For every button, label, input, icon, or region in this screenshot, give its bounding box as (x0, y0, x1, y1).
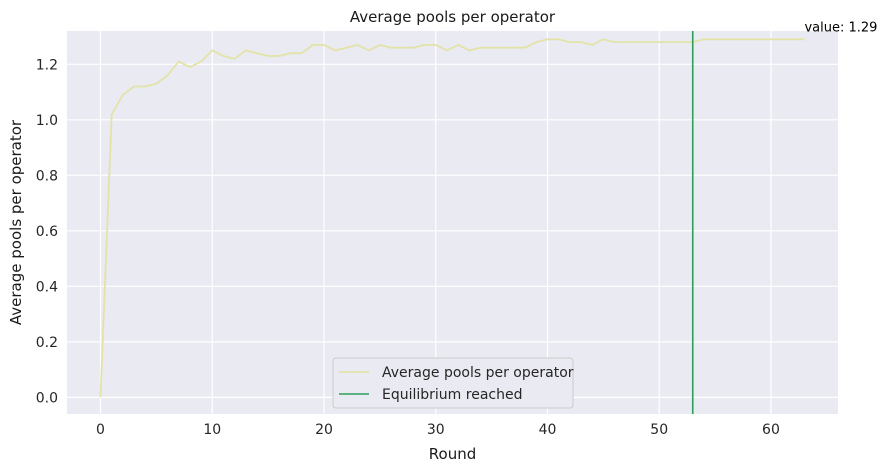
chart-title: Average pools per operator (350, 8, 556, 26)
y-tick-label: 0.8 (36, 168, 58, 184)
x-tick-label: 20 (315, 422, 333, 438)
x-axis-label: Round (429, 445, 476, 463)
y-tick-label: 0.4 (36, 279, 58, 295)
y-tick-labels: 0.0 0.2 0.4 0.6 0.8 1.0 1.2 (36, 57, 58, 406)
legend-label-average-pools: Average pools per operator (382, 365, 574, 381)
x-tick-label: 30 (427, 422, 445, 438)
x-tick-label: 0 (96, 422, 105, 438)
series-line-average-pools (99, 38, 805, 398)
x-tick-labels: 0 10 20 30 40 50 60 (96, 422, 780, 438)
plot-background (67, 31, 838, 414)
x-tick-label: 50 (650, 422, 668, 438)
y-tick-label: 0.6 (36, 224, 58, 240)
x-tick-label: 40 (539, 422, 557, 438)
x-tick-label: 60 (762, 422, 780, 438)
y-axis-label: Average pools per operator (7, 119, 25, 325)
legend: Average pools per operator Equilibrium r… (332, 357, 574, 409)
value-annotation: value: 1.29 (804, 20, 877, 35)
x-tick-label: 10 (203, 422, 221, 438)
y-tick-label: 0.0 (36, 390, 58, 406)
y-tick-label: 1.0 (36, 113, 58, 129)
y-tick-label: 1.2 (36, 57, 58, 73)
y-tick-label: 0.2 (36, 335, 58, 351)
legend-box (332, 357, 574, 409)
legend-label-equilibrium: Equilibrium reached (382, 387, 522, 403)
grid-vertical (99, 31, 772, 414)
